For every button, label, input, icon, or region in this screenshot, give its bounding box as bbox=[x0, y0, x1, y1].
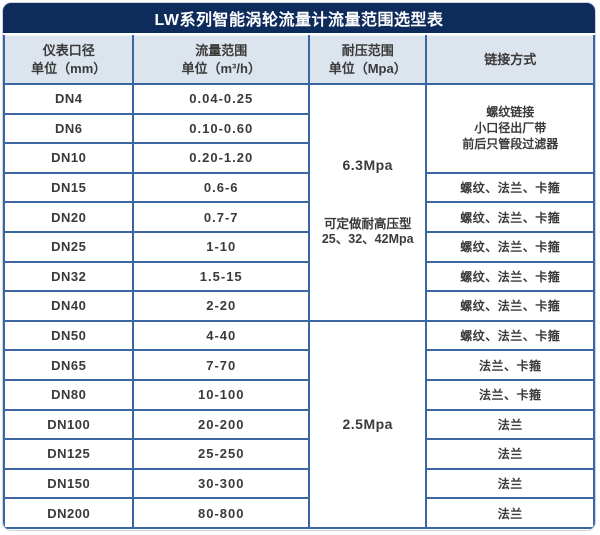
table-row: DN20 0.7-7 螺纹、法兰、卡箍 bbox=[3, 201, 595, 233]
diameter-cell: DN40 bbox=[3, 290, 135, 322]
col-header-flow-line2: 单位（m³/h） bbox=[181, 60, 261, 76]
connection-cell: 法兰 bbox=[425, 497, 595, 529]
flow-cell: 0.20-1.20 bbox=[132, 142, 311, 174]
pressure-note-line2: 25、32、42Mpa bbox=[321, 231, 414, 246]
flow-cell: 0.7-7 bbox=[132, 201, 311, 233]
table-row: DN15 0.6-6 螺纹、法兰、卡箍 bbox=[3, 171, 595, 204]
flow-cell: 25-250 bbox=[132, 438, 311, 470]
diameter-cell: DN150 bbox=[3, 467, 135, 500]
connection-cell: 螺纹、法兰、卡箍 bbox=[425, 290, 595, 322]
diameter-cell: DN20 bbox=[3, 201, 135, 233]
table-row: DN65 7-70 法兰、卡箍 bbox=[3, 349, 595, 381]
connection-group-line1: 螺纹链接 bbox=[486, 105, 535, 120]
connection-cell: 法兰 bbox=[425, 438, 595, 470]
flow-cell: 0.10-0.60 bbox=[132, 112, 311, 145]
table-row: DN40 2-20 螺纹、法兰、卡箍 bbox=[3, 290, 595, 322]
diameter-cell: DN50 bbox=[3, 319, 135, 352]
diameter-cell: DN15 bbox=[3, 171, 135, 204]
connection-cell-small-bore-group: 螺纹链接 小口径出厂带 前后只管段过滤器 bbox=[425, 83, 595, 174]
pressure-cell-low-group: 2.5Mpa bbox=[308, 319, 428, 529]
col-header-flow: 流量范围 单位（m³/h） bbox=[132, 35, 311, 85]
pressure-cell-high-group: 6.3Mpa 可定做耐高压型 25、32、42Mpa bbox=[308, 83, 428, 322]
table-row: DN100 20-200 法兰 bbox=[3, 408, 595, 441]
flow-cell: 10-100 bbox=[132, 378, 311, 411]
diameter-cell: DN100 bbox=[3, 408, 135, 441]
table-row: DN6 0.10-0.60 bbox=[3, 112, 594, 145]
connection-group-line2: 小口径出厂带 bbox=[474, 121, 547, 136]
table-row: DN32 1.5-15 螺纹、法兰、卡箍 bbox=[3, 260, 595, 293]
connection-cell: 螺纹、法兰、卡箍 bbox=[425, 260, 595, 293]
pressure-value: 2.5Mpa bbox=[342, 415, 393, 432]
selection-table-card: LW系列智能涡轮流量计流量范围选型表 仪表口径 单位（mm） 流量范围 单位（m… bbox=[2, 2, 596, 531]
diameter-cell: DN200 bbox=[3, 497, 135, 529]
flow-cell: 2-20 bbox=[132, 290, 311, 322]
table-row: DN200 80-800 法兰 bbox=[3, 497, 595, 529]
col-header-pressure-line2: 单位（Mpa） bbox=[328, 60, 407, 76]
connection-cell: 螺纹、法兰、卡箍 bbox=[425, 319, 595, 352]
flow-cell: 7-70 bbox=[132, 349, 311, 381]
connection-cell: 螺纹、法兰、卡箍 bbox=[425, 171, 595, 204]
connection-cell: 法兰、卡箍 bbox=[425, 378, 595, 411]
table-title: LW系列智能涡轮流量计流量范围选型表 bbox=[3, 3, 595, 33]
pressure-note-line1: 可定做耐高压型 bbox=[323, 216, 412, 231]
connection-cell: 法兰、卡箍 bbox=[425, 349, 595, 381]
table-row: DN4 0.04-0.25 6.3Mpa 可定做耐高压型 25、32、42Mpa… bbox=[3, 83, 595, 322]
table-row: DN25 1-10 螺纹、法兰、卡箍 bbox=[3, 230, 595, 263]
col-header-diameter: 仪表口径 单位（mm） bbox=[3, 35, 135, 85]
flow-cell: 30-300 bbox=[132, 467, 311, 500]
table-row: DN50 4-40 2.5Mpa 螺纹、法兰、卡箍 bbox=[3, 319, 595, 529]
flow-cell: 1-10 bbox=[132, 230, 311, 263]
flow-cell: 80-800 bbox=[132, 497, 311, 529]
diameter-cell: DN6 bbox=[3, 112, 135, 145]
flow-cell: 0.04-0.25 bbox=[132, 83, 311, 115]
col-header-diameter-line2: 单位（mm） bbox=[31, 60, 107, 76]
connection-cell: 螺纹、法兰、卡箍 bbox=[425, 201, 595, 233]
connection-cell: 螺纹、法兰、卡箍 bbox=[425, 230, 595, 263]
col-header-pressure: 耐压范围 单位（Mpa） bbox=[308, 35, 428, 85]
col-header-connection: 链接方式 bbox=[425, 35, 595, 85]
col-header-diameter-line1: 仪表口径 bbox=[42, 42, 95, 58]
col-header-pressure-line1: 耐压范围 bbox=[341, 42, 394, 58]
flow-range-selection-table: 仪表口径 单位（mm） 流量范围 单位（m³/h） 耐压范围 单位（Mpa） 链… bbox=[3, 35, 595, 529]
table-row: DN80 10-100 法兰、卡箍 bbox=[3, 378, 595, 411]
diameter-cell: DN32 bbox=[3, 260, 135, 293]
diameter-cell: DN65 bbox=[3, 349, 135, 381]
flow-cell: 0.6-6 bbox=[132, 171, 311, 204]
pressure-value: 6.3Mpa bbox=[342, 156, 393, 173]
diameter-cell: DN10 bbox=[3, 142, 135, 174]
header-row: 仪表口径 单位（mm） 流量范围 单位（m³/h） 耐压范围 单位（Mpa） 链… bbox=[3, 35, 595, 85]
col-header-flow-line1: 流量范围 bbox=[195, 42, 248, 58]
flow-cell: 4-40 bbox=[132, 319, 311, 352]
flow-cell: 20-200 bbox=[132, 408, 311, 441]
flow-cell: 1.5-15 bbox=[132, 260, 311, 293]
diameter-cell: DN125 bbox=[3, 438, 135, 470]
table-row: DN150 30-300 法兰 bbox=[3, 467, 595, 500]
connection-group-line3: 前后只管段过滤器 bbox=[462, 137, 559, 152]
diameter-cell: DN80 bbox=[3, 378, 135, 411]
diameter-cell: DN25 bbox=[3, 230, 135, 263]
table-row: DN125 25-250 法兰 bbox=[3, 438, 595, 470]
table-row: DN10 0.20-1.20 bbox=[3, 142, 594, 174]
diameter-cell: DN4 bbox=[3, 83, 135, 115]
connection-cell: 法兰 bbox=[425, 467, 595, 500]
spacer bbox=[311, 173, 424, 217]
connection-cell: 法兰 bbox=[425, 408, 595, 441]
